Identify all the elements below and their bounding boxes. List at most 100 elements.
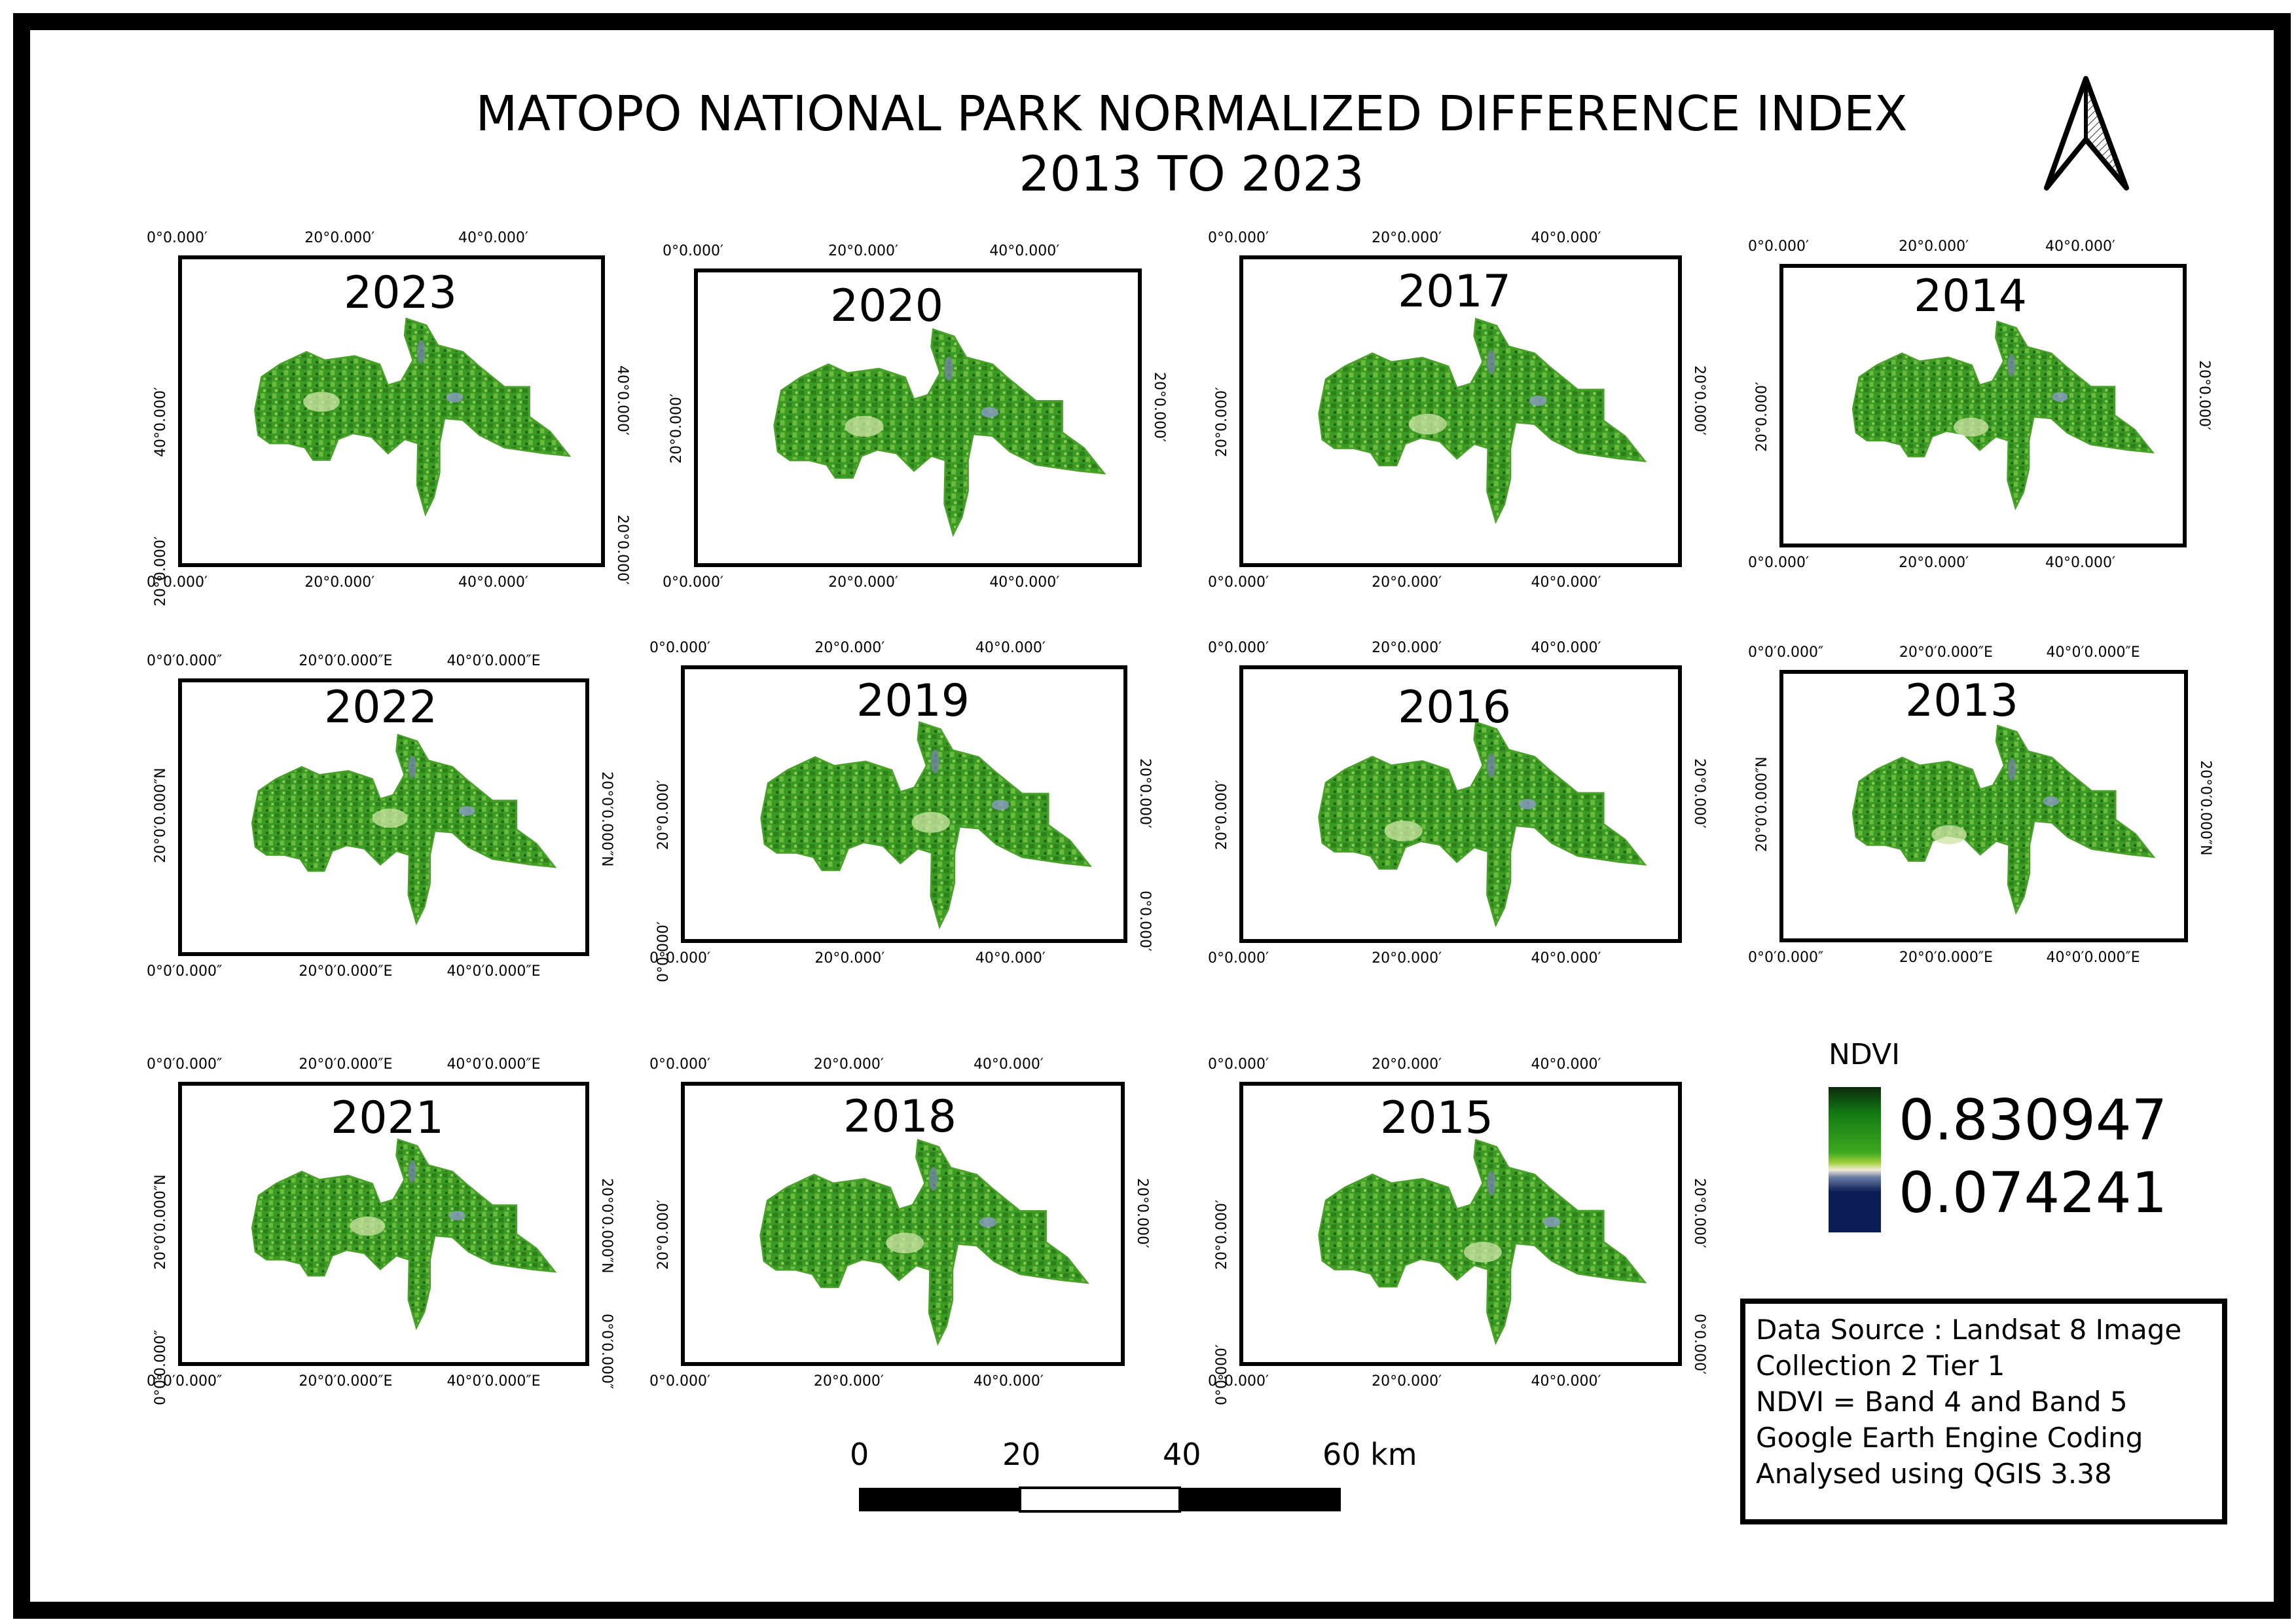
park-ndvi-raster bbox=[1318, 317, 1647, 524]
map-year-label: 2015 bbox=[1380, 1092, 1494, 1144]
map-left-tick-label: 0°0′0.000″ bbox=[153, 1329, 169, 1405]
map-bottom-tick-label: 40°0′0.000″E bbox=[2046, 950, 2140, 966]
map-left-tick-label: 20°0.000′ bbox=[655, 1200, 672, 1270]
map-left-tick-label: 20°0.000′ bbox=[668, 394, 685, 464]
park-ndvi-raster bbox=[1318, 1139, 1647, 1346]
map-top-tick-label: 40°0.000′ bbox=[1531, 640, 1601, 656]
map-bottom-tick-label: 0°0′0.000″ bbox=[147, 963, 223, 980]
map-right-tick-label: 20°0.000′ bbox=[1691, 758, 1707, 828]
map-top-tick-label: 40°0.000′ bbox=[2045, 238, 2116, 255]
map-right-tick-label: 20°0.000′ bbox=[1137, 758, 1153, 828]
north-arrow-icon bbox=[2044, 76, 2129, 191]
map-bottom-tick-label: 40°0′0.000″E bbox=[446, 1373, 541, 1390]
park-ndvi-raster bbox=[1851, 724, 2156, 915]
map-bottom-tick-label: 20°0′0.000″E bbox=[299, 963, 393, 980]
map-top-tick-label: 20°0′0.000″E bbox=[1899, 644, 1993, 661]
park-ndvi-raster bbox=[1851, 320, 2155, 511]
map-right-tick-label: 20°0.000′ bbox=[1134, 1178, 1150, 1248]
map-bottom-tick-label: 20°0′0.000″E bbox=[1899, 950, 1993, 966]
map-bottom-tick-label: 40°0.000′ bbox=[458, 574, 528, 591]
map-year-label: 2016 bbox=[1398, 682, 1512, 733]
map-year-label: 2023 bbox=[344, 267, 458, 319]
map-left-tick-label: 20°0.000′ bbox=[1214, 780, 1230, 850]
legend-max-value: 0.830947 bbox=[1899, 1088, 2168, 1153]
map-right-tick-label: 20°0′0.000″N bbox=[2197, 760, 2214, 856]
park-ndvi-raster bbox=[760, 721, 1092, 930]
scale-label-40: 40 bbox=[1163, 1437, 1201, 1472]
map-bottom-tick-label: 20°0.000′ bbox=[813, 1373, 884, 1390]
map-top-tick-label: 40°0.000′ bbox=[975, 640, 1046, 656]
map-bottom-tick-label: 0°0.000′ bbox=[1208, 950, 1269, 967]
map-top-tick-label: 40°0.000′ bbox=[458, 230, 528, 246]
map-right-tick-label: 20°0.000′ bbox=[614, 515, 630, 585]
map-bottom-tick-label: 20°0.000′ bbox=[814, 950, 885, 967]
park-ndvi-raster bbox=[253, 317, 572, 517]
map-top-tick-label: 40°0′0.000″E bbox=[446, 653, 541, 669]
map-top-tick-label: 20°0′0.000″E bbox=[299, 1056, 393, 1073]
map-left-tick-label: 20°0′0.000″N bbox=[153, 767, 169, 863]
map-top-tick-label: 20°0.000′ bbox=[1372, 230, 1442, 246]
title-line-1: MATOPO NATIONAL PARK NORMALIZED DIFFEREN… bbox=[475, 86, 1908, 142]
map-bottom-tick-label: 0°0.000′ bbox=[649, 950, 710, 967]
map-top-tick-label: 20°0.000′ bbox=[1372, 1056, 1442, 1073]
legend-min-value: 0.074241 bbox=[1899, 1160, 2168, 1226]
map-top-tick-label: 0°0.000′ bbox=[1208, 1056, 1269, 1073]
map-bottom-tick-label: 0°0.000′ bbox=[649, 1373, 710, 1390]
map-right-tick-label: 20°0.000′ bbox=[2196, 360, 2212, 430]
map-bottom-tick-label: 20°0.000′ bbox=[1372, 574, 1442, 591]
map-bottom-tick-label: 40°0.000′ bbox=[2045, 555, 2116, 571]
map-year-label: 2014 bbox=[1914, 270, 2028, 322]
map-left-tick-label: 0°0.000′ bbox=[655, 921, 672, 982]
map-frame-box bbox=[178, 1082, 589, 1366]
map-year-label: 2017 bbox=[1398, 266, 1512, 318]
map-right-tick-label: 0°0′0.000″ bbox=[598, 1314, 615, 1390]
scale-bar bbox=[859, 1486, 1341, 1513]
map-top-tick-label: 0°0.000′ bbox=[663, 243, 723, 259]
map-right-tick-label: 20°0.000′ bbox=[1691, 365, 1707, 435]
map-left-tick-label: 20°0′0.000″N bbox=[1754, 756, 1770, 852]
info-line-5: Analysed using QGIS 3.38 bbox=[1756, 1458, 2112, 1490]
map-right-tick-label: 20°0.000′ bbox=[1151, 372, 1167, 442]
map-bottom-tick-label: 40°0.000′ bbox=[975, 950, 1046, 967]
map-top-tick-label: 0°0.000′ bbox=[1208, 640, 1269, 656]
scale-label-60: 60 km bbox=[1322, 1437, 1417, 1472]
map-top-tick-label: 0°0.000′ bbox=[1208, 230, 1269, 246]
map-top-tick-label: 0°0′0.000″ bbox=[1748, 644, 1824, 661]
map-bottom-tick-label: 40°0.000′ bbox=[1531, 950, 1601, 967]
map-top-tick-label: 0°0′0.000″ bbox=[147, 653, 223, 669]
info-line-3: NDVI = Band 4 and Band 5 bbox=[1756, 1386, 2128, 1418]
map-top-tick-label: 40°0.000′ bbox=[1531, 230, 1601, 246]
map-year-label: 2019 bbox=[856, 675, 970, 727]
map-left-tick-label: 20°0.000′ bbox=[1214, 1200, 1230, 1270]
map-right-tick-label: 20°0′0.000″N bbox=[598, 771, 615, 867]
map-title: MATOPO NATIONAL PARK NORMALIZED DIFFEREN… bbox=[0, 84, 2296, 204]
map-year-label: 2021 bbox=[331, 1092, 445, 1144]
map-right-tick-label: 20°0.000′ bbox=[1691, 1178, 1707, 1248]
map-bottom-tick-label: 20°0′0.000″E bbox=[299, 1373, 393, 1390]
map-bottom-tick-label: 0°0.000′ bbox=[1208, 574, 1269, 591]
park-ndvi-raster bbox=[251, 1138, 557, 1331]
map-left-tick-label: 0°0.000′ bbox=[1214, 1344, 1230, 1405]
map-bottom-tick-label: 0°0.000′ bbox=[1748, 555, 1809, 571]
map-top-tick-label: 40°0.000′ bbox=[1531, 1056, 1601, 1073]
map-top-tick-label: 40°0′0.000″E bbox=[446, 1056, 541, 1073]
map-bottom-tick-label: 20°0.000′ bbox=[828, 574, 899, 591]
map-top-tick-label: 0°0′0.000″ bbox=[147, 1056, 223, 1073]
map-right-tick-label: 0°0.000′ bbox=[1137, 891, 1153, 951]
map-frame bbox=[13, 13, 2291, 1619]
map-bottom-tick-label: 40°0.000′ bbox=[1531, 574, 1601, 591]
legend-title: NDVI bbox=[1829, 1038, 1901, 1071]
map-bottom-tick-label: 0°0′0.000″ bbox=[147, 1373, 223, 1390]
map-left-tick-label: 20°0.000′ bbox=[1214, 387, 1230, 457]
scale-label-0: 0 bbox=[850, 1437, 869, 1472]
map-bottom-tick-label: 20°0.000′ bbox=[1372, 1373, 1442, 1390]
map-top-tick-label: 20°0.000′ bbox=[814, 640, 885, 656]
title-line-2: 2013 TO 2023 bbox=[1019, 146, 1364, 202]
map-top-tick-label: 0°0.000′ bbox=[147, 230, 208, 246]
map-bottom-tick-label: 20°0.000′ bbox=[1899, 555, 1969, 571]
map-bottom-tick-label: 0°0.000′ bbox=[663, 574, 723, 591]
map-top-tick-label: 20°0.000′ bbox=[304, 230, 375, 246]
map-top-tick-label: 0°0.000′ bbox=[1748, 238, 1809, 255]
map-year-label: 2022 bbox=[324, 682, 438, 733]
map-top-tick-label: 40°0.000′ bbox=[973, 1056, 1044, 1073]
